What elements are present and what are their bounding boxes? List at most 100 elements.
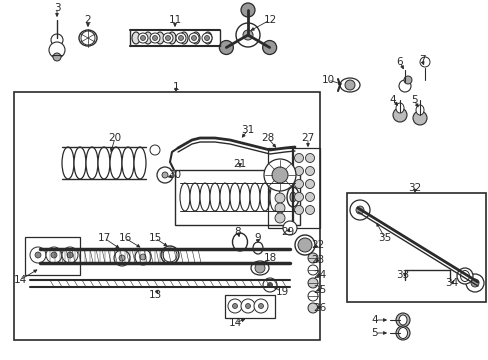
Text: 24: 24	[313, 270, 326, 280]
Circle shape	[243, 30, 252, 40]
Ellipse shape	[260, 183, 269, 211]
Circle shape	[307, 278, 317, 288]
Ellipse shape	[168, 32, 176, 44]
Circle shape	[163, 248, 177, 262]
Circle shape	[176, 33, 185, 43]
Text: 6: 6	[396, 57, 403, 67]
Circle shape	[163, 33, 173, 43]
Text: 2: 2	[84, 15, 91, 25]
Text: 30: 30	[168, 170, 181, 180]
Text: 21: 21	[233, 159, 246, 169]
Circle shape	[274, 193, 285, 203]
Circle shape	[294, 206, 303, 215]
Circle shape	[294, 166, 303, 175]
Circle shape	[254, 263, 264, 273]
Circle shape	[283, 221, 296, 235]
Circle shape	[67, 252, 73, 258]
Circle shape	[403, 76, 411, 84]
Ellipse shape	[294, 235, 314, 255]
Circle shape	[395, 313, 409, 327]
Circle shape	[241, 3, 254, 17]
Circle shape	[262, 40, 276, 54]
Text: 29: 29	[281, 227, 294, 237]
Circle shape	[297, 238, 311, 252]
Circle shape	[355, 206, 363, 214]
Ellipse shape	[98, 147, 110, 179]
Ellipse shape	[249, 183, 260, 211]
Circle shape	[305, 153, 314, 162]
Circle shape	[135, 249, 151, 265]
Bar	[175, 170, 299, 225]
Ellipse shape	[415, 105, 423, 115]
Circle shape	[419, 57, 429, 67]
Circle shape	[178, 36, 183, 40]
Circle shape	[294, 180, 303, 189]
Circle shape	[271, 167, 287, 183]
Ellipse shape	[132, 32, 140, 44]
Ellipse shape	[192, 32, 200, 44]
Circle shape	[53, 53, 61, 61]
Text: 5: 5	[371, 328, 378, 338]
Text: 16: 16	[118, 233, 131, 243]
Ellipse shape	[161, 246, 179, 264]
Circle shape	[245, 303, 250, 309]
Bar	[25, 237, 80, 275]
Text: 33: 33	[396, 270, 409, 280]
Bar	[224, 295, 274, 318]
Circle shape	[219, 40, 233, 54]
Circle shape	[253, 299, 267, 313]
Text: 26: 26	[313, 303, 326, 313]
Ellipse shape	[74, 147, 86, 179]
Ellipse shape	[286, 187, 298, 207]
Ellipse shape	[134, 147, 146, 179]
Text: 17: 17	[97, 233, 110, 243]
Text: 8: 8	[234, 227, 241, 237]
Circle shape	[232, 303, 237, 309]
Bar	[267, 148, 292, 228]
Text: 31: 31	[241, 125, 254, 135]
Ellipse shape	[79, 30, 97, 46]
Circle shape	[236, 23, 260, 47]
Text: 35: 35	[378, 233, 391, 243]
Ellipse shape	[180, 32, 187, 44]
Bar	[14, 92, 319, 340]
Text: 25: 25	[313, 285, 326, 295]
Bar	[346, 193, 485, 302]
Text: 10: 10	[321, 75, 334, 85]
Circle shape	[140, 36, 145, 40]
Text: 12: 12	[263, 15, 276, 25]
Circle shape	[119, 255, 125, 261]
Ellipse shape	[240, 183, 249, 211]
Circle shape	[305, 180, 314, 189]
Circle shape	[470, 279, 478, 287]
Ellipse shape	[209, 183, 220, 211]
Text: 1: 1	[172, 82, 179, 92]
Circle shape	[349, 200, 369, 220]
Circle shape	[114, 250, 130, 266]
Circle shape	[202, 33, 212, 43]
Text: 32: 32	[407, 183, 421, 193]
Text: 23: 23	[311, 255, 324, 265]
Circle shape	[267, 283, 272, 288]
Ellipse shape	[220, 183, 229, 211]
Ellipse shape	[398, 315, 406, 325]
Circle shape	[398, 80, 410, 92]
Circle shape	[395, 326, 409, 340]
Text: 7: 7	[418, 55, 425, 65]
Ellipse shape	[180, 183, 190, 211]
Ellipse shape	[200, 183, 209, 211]
Circle shape	[189, 33, 199, 43]
Circle shape	[165, 36, 170, 40]
Text: 20: 20	[108, 133, 122, 143]
Text: 13: 13	[148, 290, 162, 300]
Ellipse shape	[232, 233, 247, 251]
Ellipse shape	[110, 147, 122, 179]
Circle shape	[62, 247, 78, 263]
Circle shape	[150, 33, 160, 43]
Circle shape	[204, 36, 209, 40]
Ellipse shape	[156, 32, 163, 44]
Circle shape	[191, 36, 196, 40]
Circle shape	[35, 252, 41, 258]
Ellipse shape	[122, 147, 134, 179]
Text: 19: 19	[275, 287, 288, 297]
